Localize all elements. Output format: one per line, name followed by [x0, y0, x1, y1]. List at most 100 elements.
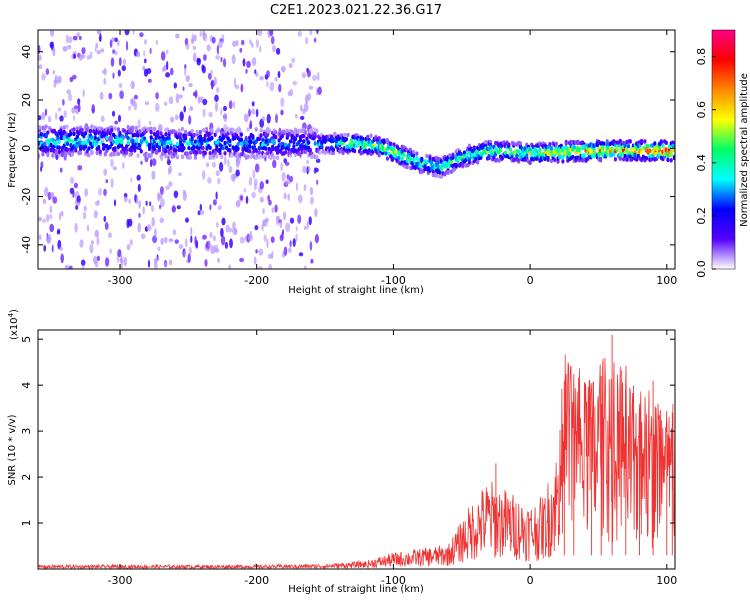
- spectrogram-noise-cell: [149, 47, 152, 55]
- spectrogram-noise-cell: [216, 87, 220, 93]
- colorbar-gradient: [712, 30, 735, 269]
- spectrogram-noise-cell: [183, 105, 186, 113]
- spectrogram-noise-cell: [239, 257, 245, 263]
- spectrogram-noise-cell: [295, 225, 298, 232]
- spectrogram-noise-cell: [277, 70, 281, 79]
- spectrogram-band-cell: [287, 143, 291, 148]
- spectrogram-band-cell: [589, 149, 593, 154]
- spectrogram-band-cell: [252, 145, 257, 150]
- snr-y-ticks: 1 2 3 4 5: [20, 336, 675, 527]
- spectrogram-band-cell: [420, 156, 424, 162]
- spectrogram-band-cell: [640, 138, 644, 144]
- spectrogram-band-cell: [262, 153, 266, 158]
- spectrogram-band-cell: [415, 151, 419, 156]
- spectrogram-band-cell: [275, 155, 280, 160]
- spectrogram-noise-cell: [103, 168, 108, 176]
- spectrogram-noise-cell: [252, 169, 256, 180]
- spectrogram-band-cell: [218, 150, 222, 156]
- spectrogram-band-cell: [161, 151, 165, 156]
- spectrogram-noise-cell: [232, 221, 236, 231]
- spectrogram-band-cell: [476, 160, 480, 165]
- spectrogram-noise-cell: [178, 94, 183, 99]
- spectrogram-band-cell: [503, 150, 508, 155]
- spectrogram-band-cell: [521, 153, 526, 158]
- spectrogram-band-cell: [64, 151, 68, 156]
- spectrogram-noise-cell: [267, 194, 271, 202]
- snr-frame: [37, 329, 676, 570]
- spectrogram-band-cell: [116, 127, 120, 132]
- spectrogram-band-cell: [51, 153, 55, 158]
- spectrogram-band-cell: [267, 129, 271, 134]
- spectrogram-noise-cell: [38, 234, 42, 240]
- spectrogram-band-cell: [297, 147, 301, 152]
- spectrogram-noise-cell: [233, 77, 237, 88]
- snr-multiplier-exponent: 4: [7, 312, 15, 317]
- figure-title: C2E1.2023.021.22.36.G17: [270, 3, 442, 18]
- x-tick-label: 100: [656, 574, 677, 587]
- spectrogram-noise-cell: [275, 113, 278, 124]
- spectrogram-noise-cell: [301, 72, 307, 79]
- spectrogram-noise-cell: [269, 81, 275, 92]
- spectrogram-noise-cell: [288, 63, 293, 69]
- spectrogram-noise-cell: [118, 57, 122, 67]
- y-tick-label: 20: [20, 93, 33, 107]
- spectrogram-noise-cell: [295, 233, 298, 242]
- spectrogram-band-cell: [228, 148, 232, 153]
- spectrogram-band-cell: [192, 144, 196, 149]
- spectrogram-band-cell: [428, 155, 432, 161]
- spectrogram-noise-cell: [78, 35, 82, 41]
- spectrogram-band-cell: [246, 127, 250, 132]
- spectrogram-band-cell: [307, 140, 311, 145]
- snr-series-line: [38, 354, 675, 569]
- spectrogram-noise-cell: [190, 226, 193, 236]
- spectrogram-noise-cell: [306, 221, 309, 230]
- spectrogram-noise-cell: [182, 86, 185, 91]
- spectrogram-noise-cell: [96, 236, 100, 246]
- spectrogram-band-cell: [228, 138, 232, 144]
- spectrogram-band-cell: [479, 155, 483, 160]
- spectrogram-noise-cell: [122, 58, 126, 66]
- spectrogram-noise-cell: [168, 165, 172, 174]
- spectrogram-band-cell: [208, 151, 212, 156]
- spectrogram-noise-cell: [176, 205, 181, 210]
- spectrogram-band-cell: [412, 153, 416, 158]
- spectrogram-noise-cell: [199, 209, 205, 216]
- spectrogram-band-cell: [210, 128, 214, 133]
- spectrogram-noise-cell: [216, 44, 220, 55]
- spectrogram-noise-cell: [84, 188, 89, 197]
- spectrogram-band-cell: [46, 130, 50, 135]
- spectrogram-band-cell: [581, 158, 585, 163]
- spectrogram-band-cell: [394, 150, 398, 155]
- spectrogram-noise-cell: [214, 248, 220, 253]
- spectrogram-band-cell: [592, 146, 596, 152]
- spectrogram-noise-cell: [202, 234, 207, 240]
- spectrogram-noise-cell: [165, 72, 171, 78]
- spectrogram-noise-cell: [49, 41, 53, 49]
- spectrogram-band-cell: [169, 139, 173, 145]
- spectrogram-band-cell: [618, 138, 622, 144]
- spectrogram-band-cell: [567, 151, 572, 157]
- spectrogram-noise-cell: [199, 203, 202, 212]
- spectrogram-band-cell: [159, 126, 163, 131]
- spectrogram-band-cell: [669, 158, 673, 163]
- spectrogram-noise-cell: [265, 179, 269, 184]
- x-tick-label: 100: [656, 274, 677, 287]
- spectrogram-band-cell: [430, 159, 434, 165]
- spectrogram-noise-cell: [259, 181, 265, 190]
- spectrogram-noise-cell: [187, 253, 191, 263]
- spectrogram-band-cell: [213, 132, 217, 137]
- spectrogram-band-cell: [39, 132, 43, 137]
- spectrogram-noise-cell: [130, 177, 133, 183]
- spectrogram-noise-cell: [251, 191, 256, 199]
- spectrogram-noise-cell: [246, 60, 251, 68]
- spectrogram-marks: [38, 30, 675, 269]
- spectrogram-band-cell: [184, 129, 188, 135]
- spectrogram-noise-cell: [265, 217, 269, 223]
- spectrogram-band-cell: [129, 148, 134, 153]
- spectrogram-noise-cell: [232, 228, 238, 236]
- spectrogram-band-cell: [88, 128, 93, 134]
- spectrogram-noise-cell: [123, 256, 127, 267]
- spectrogram-noise-cell: [258, 248, 264, 256]
- spectrogram-band-cell: [507, 142, 511, 148]
